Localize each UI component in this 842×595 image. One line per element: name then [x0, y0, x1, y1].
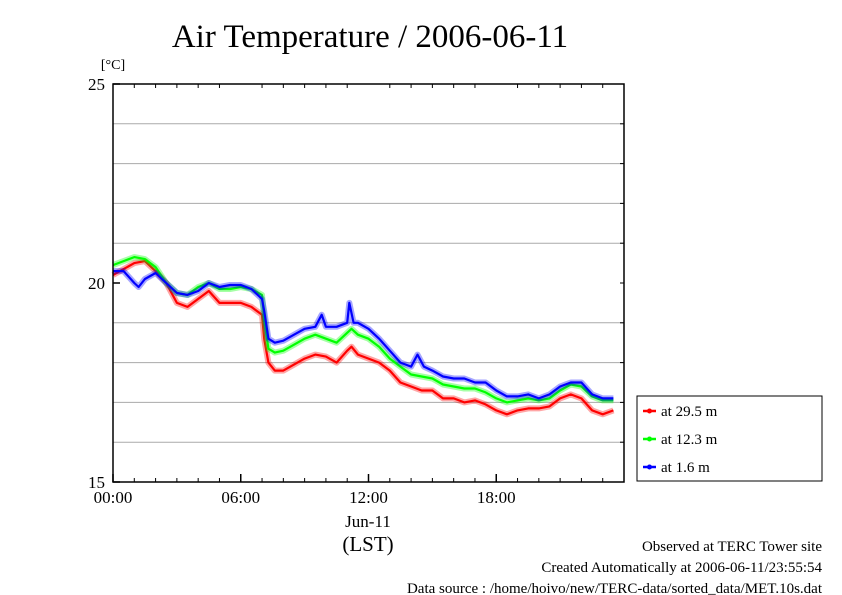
x-tick-label-12: 12:00 — [349, 488, 388, 507]
footer-created-timestamp: Created Automatically at 2006-06-11/23:5… — [541, 560, 822, 576]
x-axis-title: (LST) — [342, 532, 393, 556]
series-layer — [111, 254, 615, 418]
y-axis-unit-label: [°C] — [101, 58, 125, 73]
x-tick-label-0: 00:00 — [94, 488, 133, 507]
y-tick-label-25: 25 — [88, 75, 105, 94]
legend-label-2: at 1.6 m — [661, 460, 710, 476]
x-axis-date-label: Jun-11 — [345, 512, 391, 531]
legend: at 29.5 m at 12.3 m at 1.6 m — [636, 395, 823, 482]
x-tick-label-18: 18:00 — [477, 488, 516, 507]
footer-data-source: Data source : /home/hoivo/new/TERC-data/… — [407, 581, 823, 595]
legend-marker-0 — [647, 408, 652, 414]
footer-observed-site: Observed at TERC Tower site — [642, 539, 822, 555]
y-tick-label-15: 15 — [88, 473, 105, 492]
series-line-2 — [113, 270, 614, 400]
legend-label-1: at 12.3 m — [661, 432, 718, 448]
series-line-0 — [112, 260, 614, 416]
legend-marker-1 — [647, 436, 652, 442]
legend-label-0: at 29.5 m — [661, 404, 718, 420]
legend-marker-2 — [647, 464, 652, 470]
series-halo-1 — [111, 254, 614, 406]
y-axis-ticks: 15 20 25 — [88, 75, 624, 492]
y-tick-label-20: 20 — [88, 274, 105, 293]
y-gridlines — [113, 123, 624, 443]
chart-title: Air Temperature / 2006-06-11 — [172, 19, 568, 55]
series-line-1 — [112, 256, 614, 404]
x-axis-ticks: 00:00 06:00 12:00 18:00 — [94, 84, 604, 507]
plot-frame — [112, 83, 625, 483]
legend-box — [636, 395, 823, 482]
x-tick-label-6: 06:00 — [221, 488, 260, 507]
